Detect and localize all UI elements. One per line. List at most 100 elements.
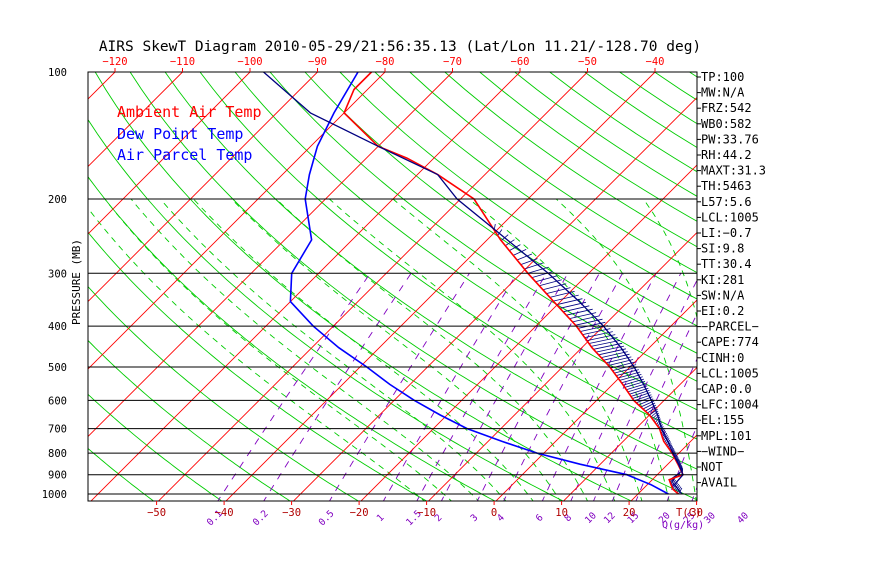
index-label: AVAIL: [701, 476, 737, 490]
mixing-ratio-tick-label: 10: [583, 510, 599, 526]
index-label: KI:281: [701, 273, 744, 287]
pressure-tick-label: 800: [48, 448, 67, 460]
pressure-tick-label: 900: [48, 470, 67, 482]
bottom-temp-tick-label: −30: [282, 507, 301, 519]
mixing-ratio-tick-label: 6: [534, 512, 546, 524]
legend-dew-point-temp: Dew Point Temp: [117, 125, 243, 143]
series-line-1: [290, 72, 668, 494]
index-label: SI:9.8: [701, 242, 744, 256]
mixing-ratio-line: [440, 273, 568, 503]
bottom-temp-tick-label: 10: [555, 507, 568, 519]
top-temp-tick-label: −110: [170, 56, 195, 68]
index-label: MAXT:31.3: [701, 164, 766, 178]
bottom-temp-tick-label: −40: [215, 507, 234, 519]
pressure-tick-label: 700: [48, 424, 67, 436]
mixing-ratio-tick-label: 3: [469, 512, 481, 524]
bottom-temp-tick-label: −50: [147, 507, 166, 519]
cape-hatch-line: [521, 259, 538, 265]
dry-adiabat-line: [794, 72, 870, 503]
pressure-tick-label: 500: [48, 362, 67, 374]
mixing-ratio-tick-label: 12: [602, 510, 618, 526]
mixing-ratio-line: [382, 273, 517, 503]
index-label: TT:30.4: [701, 257, 752, 271]
mixing-ratio-tick-label: 30: [702, 510, 718, 526]
index-label: EI:0.2: [701, 304, 744, 318]
chart-title: AIRS SkewT Diagram 2010-05-29/21:56:35.1…: [99, 39, 701, 55]
index-label: TH:5463: [701, 179, 752, 193]
index-label: L57:5.6: [701, 195, 752, 209]
mixing-ratio-tick-label: 40: [735, 510, 751, 526]
pressure-tick-label: 600: [48, 395, 67, 407]
index-label: LI:−0.7: [701, 226, 752, 240]
index-label: CAP:0.0: [701, 382, 752, 396]
top-temp-tick-label: −70: [443, 56, 462, 68]
mixing-ratio-line: [217, 273, 371, 503]
index-label: TP:100: [701, 70, 744, 84]
index-label: EL:155: [701, 413, 744, 427]
index-label: −WIND−: [701, 444, 744, 458]
dry-adiabat-line: [829, 72, 870, 503]
legend-ambient-air-temp: Ambient Air Temp: [117, 103, 262, 121]
dry-adiabat-line: [864, 72, 870, 503]
mixing-ratio-tick-label: 0.2: [251, 508, 271, 528]
index-label: LCL:1005: [701, 210, 759, 224]
mixing-ratio-tick-label: 0.5: [317, 508, 337, 528]
isotherm-line: [764, 72, 870, 503]
x-axis-unit-label: T(C): [676, 507, 701, 519]
dry-adiabat-line: [410, 72, 870, 503]
top-temp-tick-label: −60: [511, 56, 530, 68]
moist-adiabat-line: [105, 199, 454, 503]
top-temp-tick-label: −80: [376, 56, 395, 68]
index-label: NOT: [701, 460, 723, 474]
bottom-temp-tick-label: −20: [350, 507, 369, 519]
moist-adiabat-line: [469, 199, 669, 503]
pressure-tick-label: 100: [48, 67, 67, 79]
legend-air-parcel-temp: Air Parcel Temp: [117, 146, 252, 164]
index-label: MPL:101: [701, 429, 752, 443]
top-temp-tick-label: −50: [578, 56, 597, 68]
dry-adiabat-line: [0, 72, 19, 503]
y-axis-label: PRESSURE (MB): [70, 239, 83, 325]
index-label: LCL:1005: [701, 366, 759, 380]
dry-adiabat-line: [515, 72, 870, 503]
moist-adiabat-lines: [81, 199, 724, 503]
pressure-tick-label: 300: [48, 268, 67, 280]
series-line-0: [344, 72, 683, 494]
dry-adiabat-line: [375, 72, 870, 503]
dry-adiabat-line: [165, 72, 772, 503]
index-label: LFC:1004: [701, 398, 759, 412]
index-label: MW:N/A: [701, 86, 745, 100]
dry-adiabat-line: [305, 72, 870, 503]
mixing-ratio-unit-label: Q(g/kg): [662, 520, 704, 531]
legend: Ambient Air Temp Dew Point Temp Air Parc…: [117, 103, 262, 164]
moist-adiabat-line: [276, 199, 588, 503]
top-temp-tick-label: −40: [646, 56, 665, 68]
top-temp-tick-label: −90: [308, 56, 327, 68]
top-temp-tick-label: −100: [237, 56, 262, 68]
bottom-temp-tick-label: 0: [491, 507, 497, 519]
index-label: FRZ:542: [701, 101, 752, 115]
moist-adiabat-line: [81, 199, 427, 503]
index-label: CAPE:774: [701, 335, 759, 349]
pressure-tick-label: 1000: [42, 489, 67, 501]
index-label: PW:33.76: [701, 132, 759, 146]
dry-adiabat-line: [655, 72, 870, 503]
moist-adiabat-line: [131, 199, 481, 503]
bottom-temp-tick-label: −10: [417, 507, 436, 519]
isotherm-line: [292, 72, 723, 503]
index-label: CINH:0: [701, 351, 744, 365]
bottom-temp-tick-label: 20: [623, 507, 636, 519]
index-label: RH:44.2: [701, 148, 752, 162]
mixing-ratio-line: [745, 273, 832, 503]
isotherm-line: [224, 72, 655, 503]
index-label: SW:N/A: [701, 288, 745, 302]
top-temp-tick-label: −120: [102, 56, 127, 68]
isotherm-line: [0, 72, 48, 503]
pressure-tick-label: 200: [48, 194, 67, 206]
dry-adiabat-line: [759, 72, 870, 503]
moist-adiabat-line: [194, 199, 535, 503]
index-label: WB0:582: [701, 117, 752, 131]
pressure-tick-label: 400: [48, 321, 67, 333]
